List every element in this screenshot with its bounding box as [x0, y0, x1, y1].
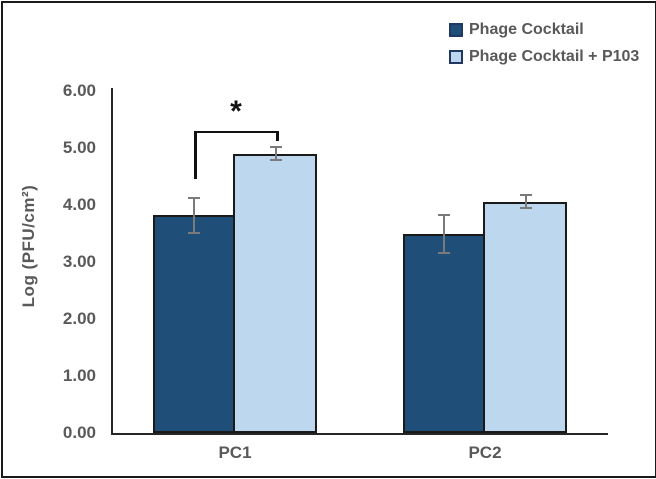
- y-tick-label-1-00: 1.00: [62, 366, 96, 385]
- error-bar-pc1-phage-cocktail: [193, 197, 195, 233]
- plot-area: *: [111, 88, 608, 435]
- y-tick-label-3-00: 3.00: [62, 252, 96, 271]
- y-tick-label-4-00: 4.00: [62, 195, 96, 214]
- bar-pc1-phage-cocktail-p103: [233, 153, 317, 433]
- error-cap-bottom-pc1-phage-cocktail-p103: [270, 158, 282, 161]
- significance-bracket-left-leg: [194, 130, 197, 180]
- y-tick-label-5-00: 5.00: [62, 138, 96, 157]
- error-cap-top-pc2-phage-cocktail: [438, 214, 450, 217]
- error-cap-bottom-pc1-phage-cocktail: [188, 231, 200, 234]
- significance-bracket-top: [194, 130, 279, 134]
- error-bar-pc2-phage-cocktail: [443, 215, 445, 253]
- error-bar-pc2-phage-cocktail-p103: [525, 195, 527, 208]
- legend-item-phage-cocktail-p103: Phage Cocktail + P103: [449, 43, 639, 70]
- legend-item-phage-cocktail: Phage Cocktail: [449, 16, 639, 43]
- bar-pc2-phage-cocktail: [403, 234, 485, 433]
- error-cap-bottom-pc2-phage-cocktail-p103: [520, 206, 532, 209]
- bar-pc2-phage-cocktail-p103: [483, 201, 567, 433]
- y-axis-line: [111, 88, 113, 433]
- legend-swatch-phage-cocktail-p103: [449, 49, 463, 64]
- significance-bracket-right-leg: [276, 130, 279, 141]
- legend-label-phage-cocktail-p103: Phage Cocktail + P103: [469, 47, 640, 65]
- x-category-label-pc2: PC2: [468, 443, 502, 462]
- error-bar-pc1-phage-cocktail-p103: [275, 147, 277, 160]
- error-cap-top-pc1-phage-cocktail-p103: [270, 146, 282, 149]
- error-cap-top-pc2-phage-cocktail-p103: [520, 194, 532, 197]
- legend-label-phage-cocktail: Phage Cocktail: [469, 20, 584, 38]
- x-category-label-pc1: PC1: [218, 443, 252, 462]
- x-axis-line: [111, 432, 608, 435]
- error-cap-top-pc1-phage-cocktail: [188, 196, 200, 199]
- significance-asterisk: *: [230, 94, 242, 128]
- legend: Phage Cocktail Phage Cocktail + P103: [449, 16, 639, 70]
- y-tick-label-6-00: 6.00: [62, 81, 96, 100]
- error-cap-bottom-pc2-phage-cocktail: [438, 251, 450, 254]
- y-tick-label-2-00: 2.00: [62, 309, 96, 328]
- y-tick-label-0-00: 0.00: [62, 423, 96, 442]
- legend-swatch-phage-cocktail: [449, 22, 463, 37]
- bar-pc1-phage-cocktail: [153, 215, 235, 433]
